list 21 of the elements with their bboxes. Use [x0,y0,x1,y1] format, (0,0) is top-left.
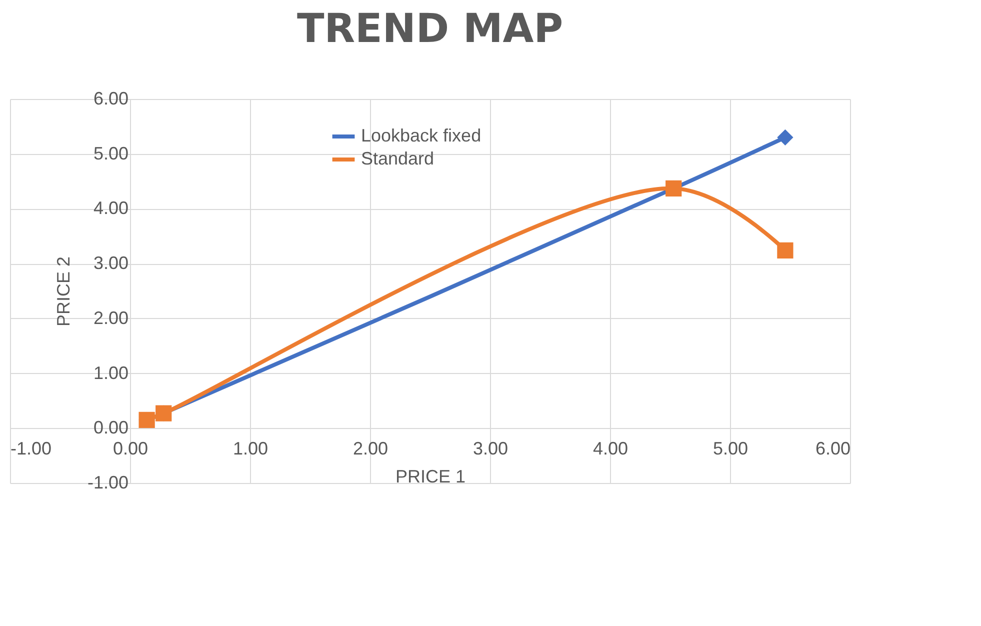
x-tick-label: 0.00 [112,438,148,459]
x-tick-label: 5.00 [712,438,748,459]
x-tick-label: 6.00 [815,438,850,459]
y-tick-label: 0.00 [93,418,128,438]
legend-label: Standard [361,148,434,168]
chart-title: TREND MAP [296,6,564,52]
y-tick-label: 5.00 [93,143,128,164]
x-tick-label: 4.00 [592,438,628,459]
x-tick-label: -1.00 [10,438,52,459]
y-tick-label: 6.00 [93,88,128,108]
y-tick-label: 3.00 [93,253,128,274]
y-axis-title: PRICE 2 [53,256,74,327]
x-axis-title: PRICE 1 [395,466,466,487]
x-tick-label: 2.00 [352,438,388,459]
y-tick-label: 4.00 [93,198,128,218]
y-tick-label: 1.00 [93,362,128,383]
y-tick-label: -1.00 [87,472,128,492]
x-tick-label: 1.00 [232,438,268,459]
legend-label: Lookback fixed [361,126,482,146]
y-tick-label: 2.00 [93,308,128,328]
x-tick-label: 3.00 [472,438,508,459]
